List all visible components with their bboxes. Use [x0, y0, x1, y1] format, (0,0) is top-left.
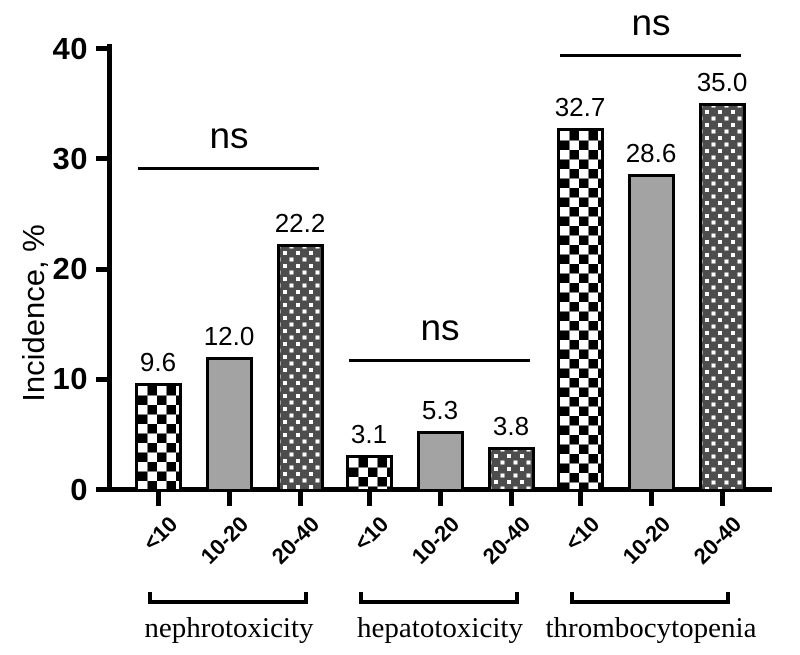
y-tick-label: 20 — [52, 251, 88, 286]
group-bracket — [570, 592, 730, 604]
y-tick-label: 40 — [52, 30, 88, 66]
y-tick-label: 0 — [70, 471, 88, 507]
y-tick-label: 10 — [52, 361, 88, 397]
y-tick — [96, 46, 112, 51]
x-tick-label: 20-40 — [266, 511, 324, 569]
bar — [346, 455, 393, 492]
bar — [417, 431, 464, 492]
bar-value-label: 3.1 — [350, 419, 388, 449]
ns-label: ns — [420, 307, 460, 348]
x-tick — [366, 490, 372, 506]
bar-value-label: 22.2 — [274, 208, 326, 238]
bar-value-label: 12.0 — [203, 321, 255, 351]
bar-value-label: 35.0 — [696, 67, 748, 97]
group-bracket — [148, 592, 308, 604]
x-tick-label: <10 — [137, 511, 182, 556]
x-tick — [297, 490, 303, 506]
bar-value-label: 9.6 — [139, 347, 177, 377]
group-label: nephrotoxicity — [144, 612, 314, 644]
group-label: thrombocytopenia — [545, 612, 757, 644]
y-tick — [96, 487, 112, 492]
x-tick-label: 10-20 — [406, 511, 464, 569]
ns-line — [138, 167, 319, 170]
x-tick — [648, 490, 654, 506]
x-tick-label: 10-20 — [617, 511, 675, 569]
ns-line — [349, 359, 530, 362]
y-tick — [96, 376, 112, 382]
group-label: hepatotoxicity — [357, 612, 523, 644]
bar-value-label: 28.6 — [625, 138, 677, 168]
bar — [699, 103, 746, 492]
x-tick — [577, 490, 583, 506]
ns-label: ns — [209, 115, 249, 156]
bar — [135, 383, 182, 492]
y-tick — [96, 266, 112, 272]
x-tick-label: 10-20 — [195, 511, 253, 569]
x-tick — [437, 490, 443, 506]
x-tick-label: 20-40 — [688, 511, 746, 569]
x-tick — [719, 490, 725, 506]
bar-value-label: 5.3 — [421, 395, 459, 425]
y-tick-label: 30 — [52, 140, 88, 176]
group-bracket — [359, 592, 519, 604]
x-tick-label: <10 — [559, 511, 604, 556]
bar-value-label: 3.8 — [492, 411, 530, 441]
x-tick — [155, 490, 161, 506]
bar — [277, 244, 324, 492]
bar — [488, 447, 535, 492]
ns-label: ns — [631, 2, 671, 43]
x-tick-label: <10 — [348, 511, 393, 556]
bar-value-label: 32.7 — [554, 92, 606, 122]
bar — [206, 357, 253, 492]
x-tick — [226, 490, 232, 506]
ns-line — [560, 54, 741, 57]
bar — [557, 128, 604, 492]
x-tick-label: 20-40 — [477, 511, 535, 569]
x-tick — [508, 490, 514, 506]
y-tick — [96, 156, 112, 162]
bar — [628, 174, 675, 492]
